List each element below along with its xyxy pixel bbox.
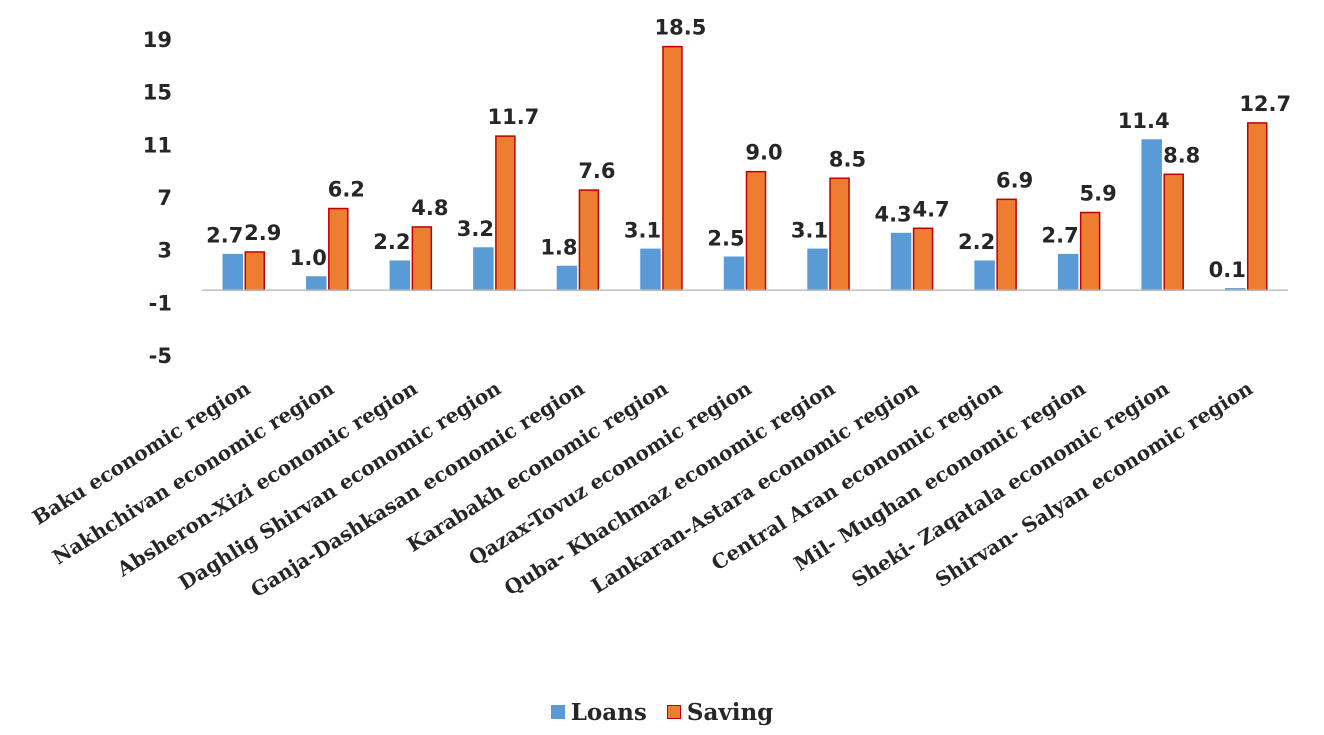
data-label-saving: 2.9 [244, 221, 281, 245]
data-label-saving: 4.7 [912, 197, 949, 221]
bars [222, 45, 1268, 291]
legend-swatch-saving [666, 705, 681, 719]
legend-item-saving: Saving [666, 698, 774, 726]
y-tick-label: 3 [157, 239, 172, 263]
bar-loans [1057, 253, 1079, 291]
bar-loans [807, 248, 828, 291]
data-label-loans: 3.1 [791, 218, 828, 242]
data-label-loans: 2.7 [1042, 224, 1079, 248]
legend-label-saving: Saving [686, 698, 774, 726]
bar-loans [640, 248, 661, 291]
data-label-saving: 9.0 [745, 141, 782, 165]
data-label-loans: 1.8 [540, 235, 577, 259]
bar-saving [1079, 211, 1101, 291]
data-label-loans: 3.1 [624, 218, 661, 242]
data-label-saving: 12.7 [1239, 92, 1291, 116]
data-label-saving: 8.8 [1163, 143, 1200, 167]
data-label-saving: 8.5 [829, 147, 866, 171]
bar-saving [495, 135, 516, 291]
bar-loans [473, 247, 494, 291]
legend: Loans Saving [0, 698, 1324, 726]
data-label-loans: 3.2 [457, 217, 494, 241]
data-label-loans: 0.1 [1209, 258, 1246, 282]
bar-saving [912, 227, 934, 291]
data-label-loans: 1.0 [290, 246, 327, 270]
bar-loans [890, 232, 912, 291]
data-label-saving: 6.2 [328, 178, 365, 202]
legend-swatch-loans [550, 705, 565, 719]
data-label-loans: 2.2 [373, 230, 410, 254]
data-label-saving: 4.8 [411, 196, 448, 220]
bar-saving [578, 189, 600, 291]
bar-saving [411, 226, 433, 291]
bar-loans [389, 260, 411, 291]
data-label-saving: 7.6 [578, 159, 615, 183]
data-label-loans: 2.5 [707, 226, 744, 250]
bar-saving [244, 251, 266, 291]
legend-label-loans: Loans [570, 698, 647, 726]
bar-saving [996, 198, 1017, 291]
data-labels: 2.7 2.91.06.22.24.83.211.71.87.63.118.52.… [206, 16, 1291, 282]
x-tick-label: Absheron-Xizi economic region [112, 376, 422, 582]
legend-item-loans: Loans [550, 698, 647, 726]
y-tick-label: -1 [149, 291, 172, 315]
bar-loans [723, 256, 745, 291]
data-label-saving: 6.9 [996, 168, 1033, 192]
data-label-saving: 18.5 [655, 16, 707, 40]
data-label-saving: 5.9 [1080, 181, 1117, 205]
y-tick-label: 7 [157, 186, 172, 210]
bar-loans [1141, 139, 1162, 291]
bar-saving [328, 207, 349, 291]
data-label-loans: 2.7 [206, 224, 243, 248]
bar-loans [306, 276, 327, 291]
bar-saving [1163, 173, 1184, 291]
y-tick-label: 11 [143, 133, 172, 157]
y-tick-label: -5 [149, 344, 172, 368]
data-label-loans: 2.2 [958, 230, 995, 254]
y-tick-label: 19 [143, 28, 172, 52]
bar-saving [662, 45, 683, 291]
y-tick-label: 15 [143, 81, 172, 105]
bar-saving [829, 177, 850, 291]
data-label-loans: 4.3 [874, 203, 911, 227]
bar-loans [556, 265, 578, 291]
data-label-loans: 11.4 [1118, 109, 1170, 133]
data-label-saving: 11.7 [487, 105, 539, 129]
bar-loans [222, 253, 244, 291]
bar-saving [1246, 122, 1268, 291]
y-axis: 19 15 11 7 3 -1 -5 [143, 28, 172, 368]
bar-loans [974, 260, 995, 291]
bar-saving [745, 170, 767, 291]
